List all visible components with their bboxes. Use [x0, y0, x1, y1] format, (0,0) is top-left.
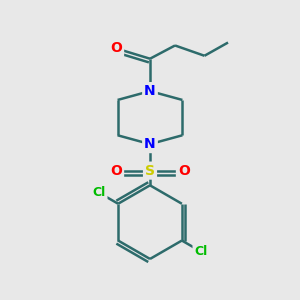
Text: O: O — [178, 164, 190, 178]
Text: S: S — [145, 164, 155, 178]
Text: Cl: Cl — [92, 186, 106, 199]
Text: O: O — [110, 41, 122, 56]
Text: N: N — [144, 137, 156, 151]
Text: O: O — [110, 164, 122, 178]
Text: Cl: Cl — [194, 245, 208, 258]
Text: N: N — [144, 84, 156, 98]
